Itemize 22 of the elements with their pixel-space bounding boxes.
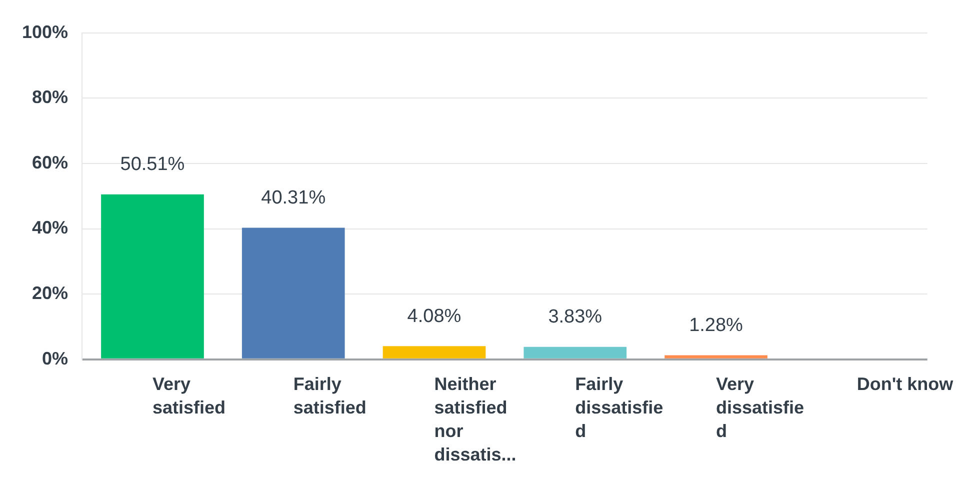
x-tick-label: Fairly satisfied xyxy=(293,374,366,418)
x-tick-label: Very dissatisfied xyxy=(716,374,804,441)
bar xyxy=(242,228,345,358)
bar xyxy=(664,355,768,358)
x-tick-label: Very satisfied xyxy=(152,374,226,418)
y-tick-label: 100% xyxy=(22,22,68,42)
bar xyxy=(524,346,627,358)
data-label: 40.31% xyxy=(261,187,326,208)
data-label: 1.28% xyxy=(689,314,744,336)
y-tick-label: 0% xyxy=(42,348,68,368)
bar xyxy=(382,346,486,358)
x-tick-label: Fairly dissatisfied xyxy=(575,374,664,441)
y-tick-label: 20% xyxy=(32,283,68,304)
y-tick-label: 80% xyxy=(32,87,68,108)
data-label: 3.83% xyxy=(548,306,602,328)
x-tick-label: Don't know xyxy=(856,374,954,394)
data-label: 50.51% xyxy=(120,154,185,176)
x-tick-label: Neither satisfied nor dissatis... xyxy=(434,374,516,464)
bar xyxy=(101,194,204,358)
y-tick-label: 60% xyxy=(32,152,68,172)
y-tick-label: 40% xyxy=(32,218,68,238)
data-label: 4.08% xyxy=(407,306,462,327)
